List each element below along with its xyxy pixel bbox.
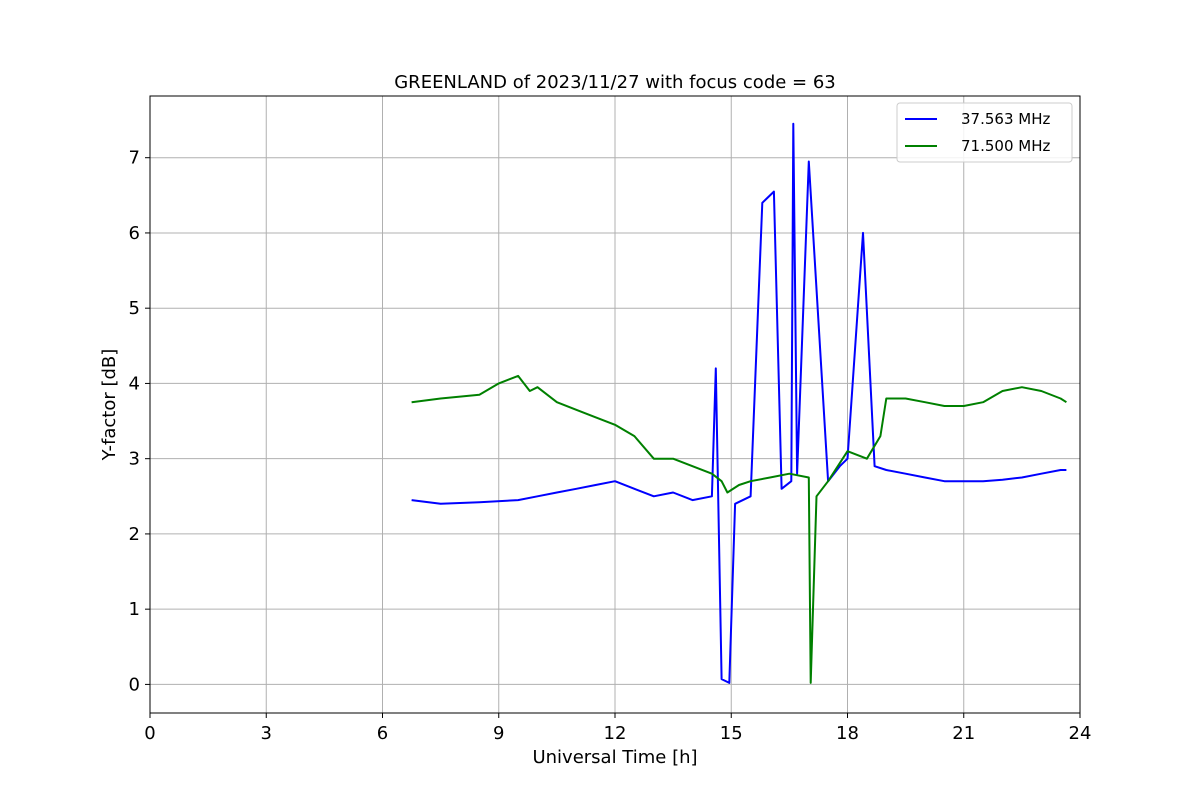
legend: 37.563 MHz 71.500 MHz (896, 102, 1073, 163)
y-tick-label: 3 (129, 449, 140, 470)
legend-entry: 37.563 MHz (961, 110, 1050, 128)
x-tick-label: 21 (952, 723, 975, 744)
y-tick-label: 7 (129, 148, 140, 169)
x-tick-label: 24 (1069, 723, 1092, 744)
legend-box (896, 102, 1073, 163)
legend-entry: 71.500 MHz (961, 137, 1050, 155)
y-tick-label: 1 (129, 599, 140, 620)
y-tick-label: 2 (129, 524, 140, 545)
x-axis-label: Universal Time [h] (532, 747, 697, 768)
y-tick-label: 6 (129, 223, 140, 244)
x-tick-label: 15 (720, 723, 743, 744)
x-tick-label: 6 (377, 723, 388, 744)
x-tick-label: 3 (261, 723, 272, 744)
series-line-1 (411, 122, 1067, 684)
series-layer (411, 122, 1067, 684)
x-tick-label: 9 (493, 723, 504, 744)
x-tick-label: 0 (144, 723, 155, 744)
x-tick-label: 18 (836, 723, 859, 744)
y-tick-label: 5 (129, 298, 140, 319)
x-tick-label: 12 (604, 723, 627, 744)
y-tick-label: 4 (129, 373, 140, 394)
y-axis-label: Y-factor [dB] (99, 349, 120, 462)
y-tick-label: 0 (129, 674, 140, 695)
chart-title: GREENLAND of 2023/11/27 with focus code … (394, 72, 836, 93)
series-line-2 (411, 374, 1067, 684)
